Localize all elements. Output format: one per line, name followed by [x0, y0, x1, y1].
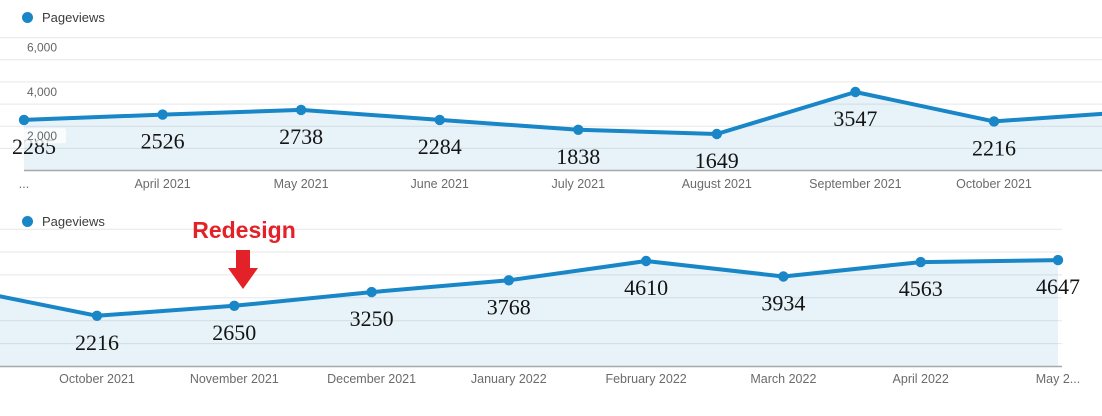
data-point[interactable]: [915, 256, 926, 268]
y-axis-label-chip: [24, 83, 66, 99]
x-axis-label: October 2021: [956, 177, 1032, 191]
x-axis-label: November 2021: [190, 372, 279, 386]
data-point-value-label: 2216: [972, 135, 1016, 160]
data-point[interactable]: [366, 286, 377, 298]
data-point[interactable]: [778, 271, 789, 282]
data-point[interactable]: [434, 114, 445, 126]
legend-label: Pageviews: [42, 214, 105, 229]
data-point[interactable]: [640, 255, 652, 267]
data-point-value-label: 2650: [212, 320, 256, 345]
x-axis-label: May 2021: [274, 177, 329, 191]
x-axis-label: August 2021: [682, 177, 752, 191]
data-point-value-label: 3768: [487, 294, 531, 319]
legend-dot-icon: [22, 12, 33, 23]
data-point[interactable]: [229, 300, 240, 311]
x-axis-label: June 2021: [411, 177, 469, 191]
x-axis-label: January 2022: [471, 372, 547, 386]
x-axis-label: April 2021: [134, 177, 190, 191]
redesign-annotation-label: Redesign: [192, 217, 296, 243]
legend: Pageviews: [22, 214, 105, 229]
pageviews-chart-before-redesign: Pageviews 2285 2526 2738 2284 1838 1649 3547 22…: [0, 0, 1102, 200]
y-axis-label: 6,000: [27, 41, 57, 55]
data-point-value-label: 3934: [761, 291, 805, 316]
area-fill: [0, 260, 1058, 367]
data-point[interactable]: [573, 124, 584, 135]
data-point[interactable]: [850, 86, 861, 98]
pageviews-chart-after-redesign: Pageviews 2216 2650 3250 3768 4610 3934 4563 46…: [0, 200, 1102, 416]
data-point[interactable]: [91, 310, 103, 321]
data-point-value-label: 2526: [141, 129, 185, 154]
y-axis-label: 4,000: [27, 85, 57, 99]
legend: Pageviews: [22, 10, 105, 25]
legend-dot-icon: [22, 216, 33, 227]
data-point-value-label: 2216: [75, 330, 119, 355]
legend-label: Pageviews: [42, 10, 105, 25]
data-point[interactable]: [295, 104, 307, 116]
data-point[interactable]: [988, 116, 1000, 127]
data-point-value-label: 4610: [624, 275, 668, 300]
data-point[interactable]: [157, 109, 168, 120]
x-axis-label: September 2021: [809, 177, 901, 191]
data-point[interactable]: [711, 128, 722, 140]
x-axis-label: February 2022: [605, 372, 686, 386]
area-chart-plot: 2216 2650 3250 3768 4610 3934 4563 4647 October …: [0, 228, 1080, 386]
y-axis-label-chip: [24, 128, 66, 144]
data-point-value-label: 2284: [418, 134, 462, 159]
y-axis-label-chip: [24, 39, 66, 55]
x-axis-label: March 2022: [750, 372, 816, 386]
x-axis-label: October 2021: [59, 372, 135, 386]
x-axis-label: December 2021: [327, 372, 416, 386]
data-point-value-label: 3250: [350, 306, 394, 331]
y-axis-label: 2,000: [27, 129, 57, 143]
x-axis-label: May 2...: [1036, 372, 1080, 386]
data-point-value-label: 4647: [1036, 274, 1080, 299]
data-point-value-label: 2738: [279, 124, 323, 149]
x-axis-label: April 2022: [893, 372, 949, 386]
data-point-value-label: 1838: [556, 144, 600, 169]
data-point-value-label: 3547: [833, 106, 877, 131]
data-point-value-label: 4563: [899, 276, 943, 301]
x-axis-label: July 2021: [552, 177, 606, 191]
data-point[interactable]: [503, 275, 514, 286]
data-point[interactable]: [18, 114, 30, 126]
data-point[interactable]: [1052, 254, 1064, 266]
x-axis-label: ...: [19, 177, 29, 191]
data-point-value-label: 1649: [695, 148, 739, 173]
